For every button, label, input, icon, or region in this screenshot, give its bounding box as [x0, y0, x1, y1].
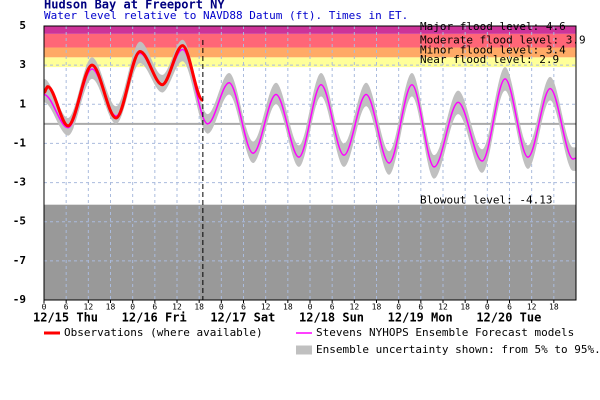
day-label: 12/17 Sat: [210, 311, 275, 325]
y-tick-label: -3: [13, 176, 26, 189]
flood-band: [44, 26, 576, 34]
y-tick-label: -9: [13, 293, 26, 306]
x-tick-label: 6: [507, 303, 512, 312]
day-label: 12/20 Tue: [476, 311, 541, 325]
x-tick-label: 6: [152, 303, 157, 312]
x-tick-label: 18: [194, 303, 204, 312]
y-tick-label: -7: [13, 254, 26, 267]
x-tick-label: 0: [308, 303, 313, 312]
x-tick-label: 18: [460, 303, 470, 312]
x-tick-label: 0: [485, 303, 490, 312]
x-tick-label: 18: [549, 303, 559, 312]
legend-label: Ensemble uncertainty shown: from 5% to 9…: [316, 343, 600, 356]
y-tick-label: 3: [19, 58, 26, 71]
y-tick-label: -5: [13, 215, 26, 228]
x-tick-label: 6: [330, 303, 335, 312]
day-label: 12/18 Sun: [299, 311, 364, 325]
x-tick-label: 6: [241, 303, 246, 312]
legend-label: Stevens NYHOPS Ensemble Forecast models: [316, 326, 574, 339]
chart-subtitle: Water level relative to NAVD88 Datum (ft…: [44, 9, 408, 22]
series-line: [43, 44, 205, 128]
x-tick-label: 0: [219, 303, 224, 312]
x-tick-label: 0: [396, 303, 401, 312]
x-tick-label: 12: [172, 303, 182, 312]
x-tick-label: 18: [372, 303, 382, 312]
day-label: 12/19 Mon: [388, 311, 453, 325]
x-tick-label: 12: [527, 303, 537, 312]
x-tick-label: 0: [130, 303, 135, 312]
x-tick-label: 18: [106, 303, 116, 312]
flood-level-label: Minor flood level: 3.4: [420, 43, 566, 56]
x-tick-label: 12: [438, 303, 448, 312]
x-tick-label: 12: [350, 303, 360, 312]
y-tick-label: 1: [19, 97, 26, 110]
x-tick-label: 18: [283, 303, 293, 312]
x-tick-label: 0: [42, 303, 47, 312]
day-label: 12/15 Thu: [33, 311, 98, 325]
y-tick-label: -1: [13, 136, 27, 149]
x-tick-label: 6: [418, 303, 423, 312]
day-label: 12/16 Fri: [122, 311, 187, 325]
flood-level-label: Moderate flood level: 3.9: [420, 34, 586, 47]
blowout-label: Blowout level: -4.13: [420, 194, 552, 207]
x-tick-label: 12: [84, 303, 94, 312]
x-tick-label: 12: [261, 303, 271, 312]
flood-level-label: Near flood level: 2.9: [420, 53, 559, 66]
x-tick-label: 6: [64, 303, 69, 312]
legend-label: Observations (where available): [64, 326, 263, 339]
flood-level-label: Major flood level: 4.6: [420, 20, 566, 33]
chart-title: Hudson Bay at Freeport NY: [44, 0, 225, 12]
y-tick-label: 5: [19, 19, 26, 32]
